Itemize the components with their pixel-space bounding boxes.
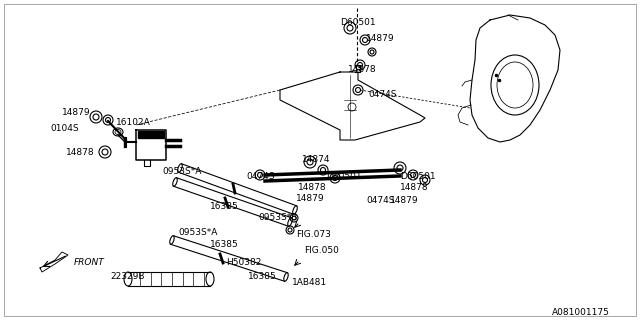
Text: 14879: 14879: [296, 194, 324, 203]
Text: D60501: D60501: [400, 172, 436, 181]
Text: D60501: D60501: [326, 172, 362, 181]
Text: 14878: 14878: [298, 183, 326, 192]
Text: FIG.050: FIG.050: [304, 246, 339, 255]
Text: 14878: 14878: [348, 65, 376, 74]
Text: 0104S: 0104S: [50, 124, 79, 133]
Text: A081001175: A081001175: [552, 308, 610, 317]
Text: 16102A: 16102A: [116, 118, 151, 127]
Text: 14879: 14879: [366, 34, 395, 43]
Text: 14879: 14879: [62, 108, 91, 117]
Text: 0474S: 0474S: [368, 90, 397, 99]
Text: 14879: 14879: [390, 196, 419, 205]
Text: 14878: 14878: [400, 183, 429, 192]
Text: 0953S*A: 0953S*A: [178, 228, 218, 237]
Text: 0474S: 0474S: [366, 196, 394, 205]
Text: D60501: D60501: [340, 18, 376, 27]
Text: 22329B: 22329B: [110, 272, 145, 281]
Text: 0953S*B: 0953S*B: [258, 213, 298, 222]
Text: 14878: 14878: [66, 148, 95, 157]
Text: FRONT: FRONT: [74, 258, 105, 267]
Text: 1AB481: 1AB481: [292, 278, 327, 287]
Text: 16385: 16385: [210, 202, 239, 211]
Polygon shape: [138, 131, 164, 138]
FancyBboxPatch shape: [4, 4, 636, 316]
Text: H50382: H50382: [226, 258, 261, 267]
Text: 0474S: 0474S: [246, 172, 275, 181]
Text: 14874: 14874: [302, 155, 330, 164]
Text: 0953S*A: 0953S*A: [162, 167, 202, 176]
Text: 16385: 16385: [210, 240, 239, 249]
Text: FIG.073: FIG.073: [296, 230, 331, 239]
Text: 16385: 16385: [248, 272, 276, 281]
